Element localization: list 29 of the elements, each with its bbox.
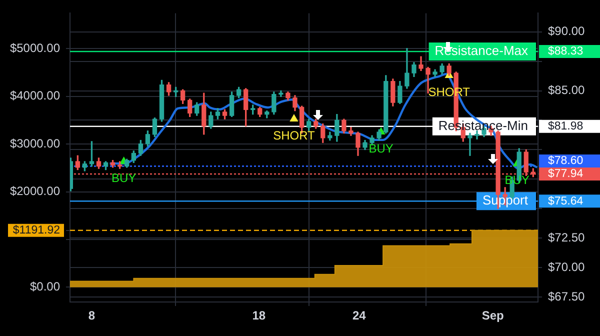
- candlestick: [468, 132, 472, 156]
- y-tick-label: $3000.00: [10, 136, 60, 150]
- point: [290, 114, 298, 122]
- candlestick: [418, 56, 424, 72]
- y2-tick-label: $85.00: [548, 83, 586, 98]
- y-tick-label: $0.00: [30, 280, 60, 294]
- y2-tick-label: $81.98: [548, 120, 584, 133]
- y2-tick-label: $70.00: [548, 260, 586, 274]
- candlestick: [474, 130, 480, 140]
- x-tick-label: 18: [252, 308, 266, 323]
- series-label: BUY: [111, 170, 136, 185]
- y-tick-label: $5000.00: [10, 41, 60, 56]
- y2-tick-label: $88.33: [548, 46, 584, 58]
- x-tick-label: 24: [352, 308, 366, 323]
- ref-line-label: Resistance-Max: [434, 43, 528, 58]
- y2-tick-label: $77.94: [548, 168, 584, 180]
- x-tick-label: 8: [88, 308, 96, 323]
- y2-tick-label: $78.60: [548, 155, 584, 168]
- series-label: SHORT: [273, 128, 316, 142]
- y2-tick-label: $90.00: [548, 24, 586, 38]
- y-tick-label: $4000.00: [10, 88, 60, 103]
- y-tick-label: $1191.92: [12, 224, 60, 237]
- y-tick-label: $2000.00: [10, 184, 60, 198]
- candlestick: [426, 66, 430, 94]
- x-tick-label: Sep: [482, 308, 504, 323]
- y2-tick-label: $67.50: [548, 289, 586, 304]
- text: BUY: [368, 141, 394, 156]
- y2-tick-label: $75.64: [548, 195, 584, 208]
- y2-tick-label: $72.50: [548, 230, 586, 244]
